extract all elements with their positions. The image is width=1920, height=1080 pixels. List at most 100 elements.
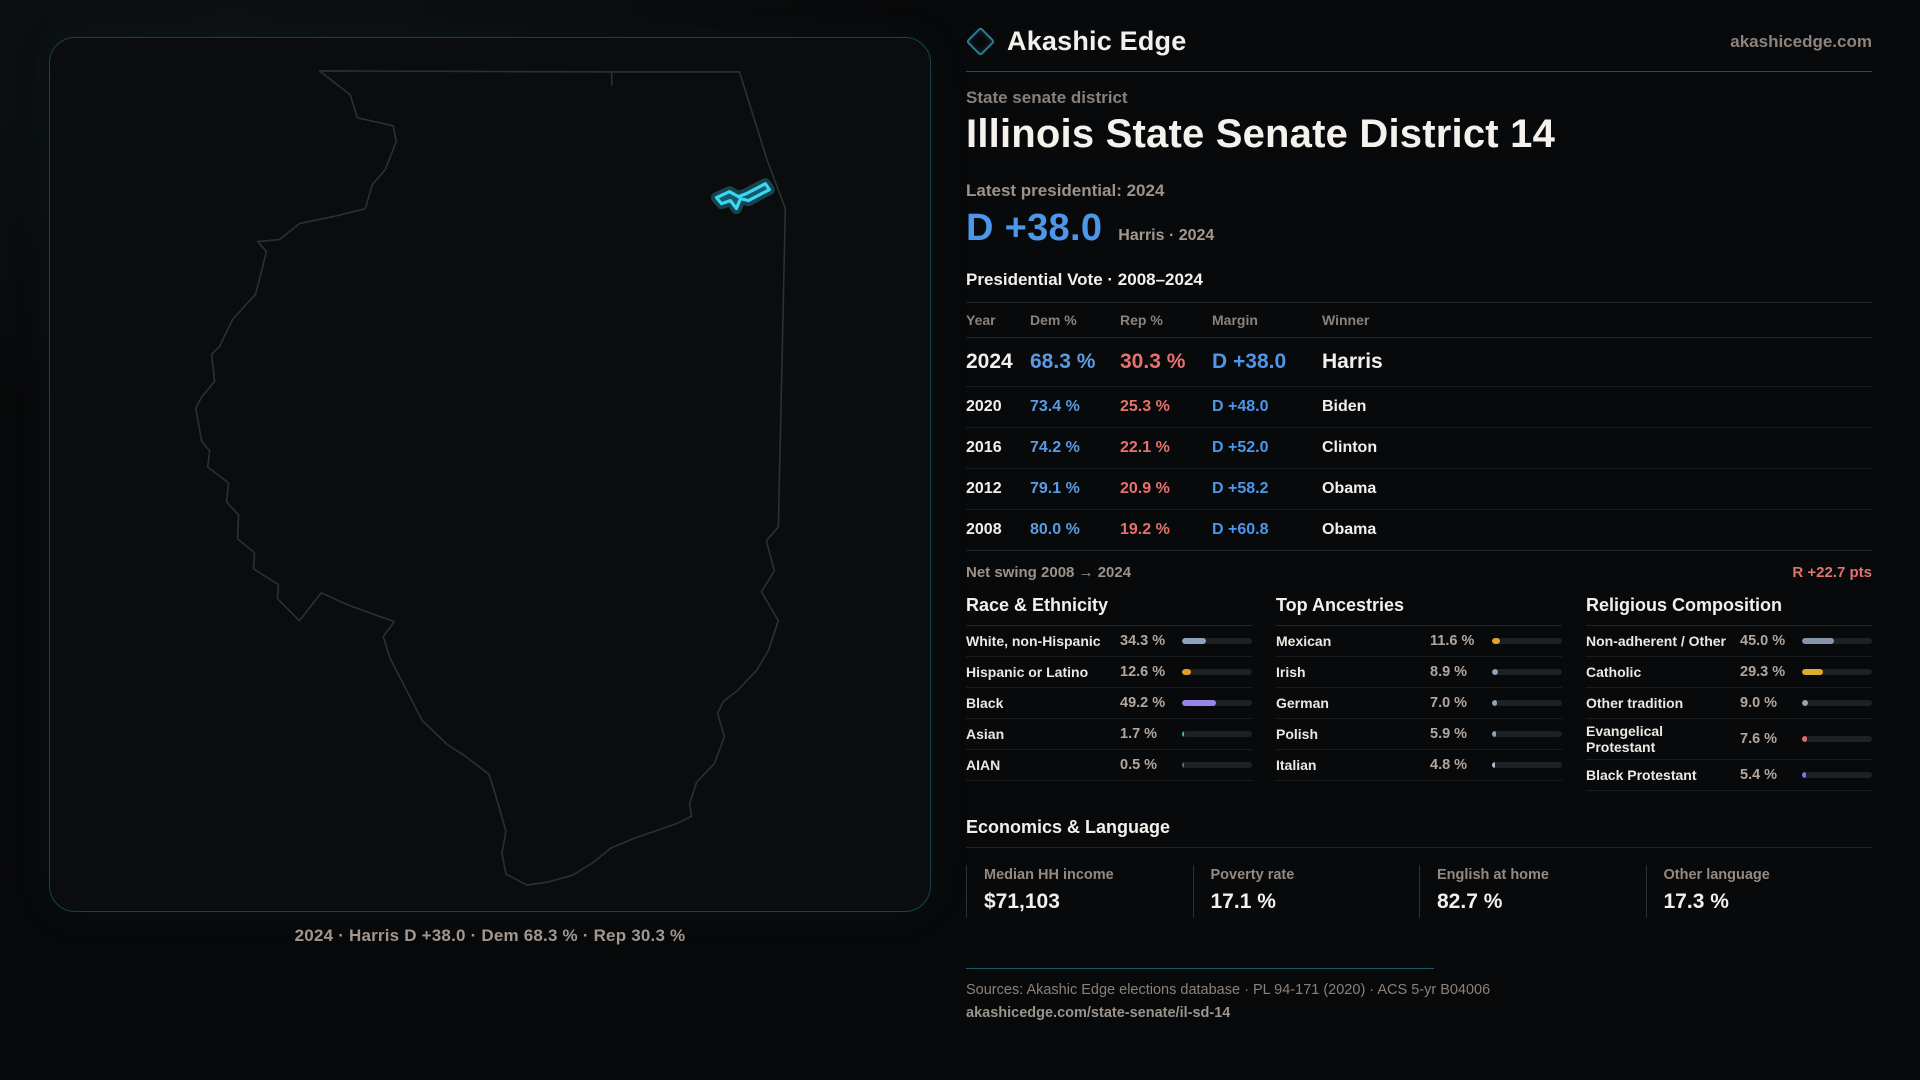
demo-bar-fill <box>1182 700 1217 706</box>
demo-label: Asian <box>966 725 1005 742</box>
demo-value: 0.5 % <box>1120 757 1158 773</box>
margin-cell: D +48.0 <box>1212 398 1269 415</box>
site-link[interactable]: akashicedge.com <box>1730 31 1872 51</box>
demo-label: Other tradition <box>1586 694 1684 711</box>
demo-value: 7.6 % <box>1740 731 1778 748</box>
vote-table-rows: 2024 68.3 % 30.3 % D +38.0 Harris 2020 7… <box>966 338 1872 550</box>
demo-label: Black <box>966 694 1004 711</box>
demo-bar-track <box>1492 700 1562 706</box>
winner-cell: Obama <box>1322 480 1377 497</box>
stat-box: Poverty rate 17.1 % <box>1192 865 1420 919</box>
race-ethnicity-title: Race & Ethnicity <box>966 595 1252 626</box>
top-ancestries-title: Top Ancestries <box>1276 595 1562 626</box>
demo-value: 5.9 % <box>1430 726 1468 742</box>
list-item: Non-adherent / Other 45.0 % <box>1586 626 1872 657</box>
map-caption: 2024 · Harris D +38.0 · Dem 68.3 % · Rep… <box>294 926 686 945</box>
demo-bar-track <box>1182 700 1252 706</box>
demo-bar-fill <box>1802 772 1806 779</box>
report-panel: Akashic Edge akashicedge.com State senat… <box>965 26 1873 1021</box>
demo-label: Irish <box>1276 663 1306 680</box>
demo-bar-fill <box>1802 638 1834 644</box>
table-row: 2016 74.2 % 22.1 % D +52.0 Clinton <box>966 427 1872 468</box>
list-item: Black Protestant 5.4 % <box>1586 760 1872 792</box>
brand: Akashic Edge <box>965 26 1186 57</box>
race-ethnicity-section: Race & Ethnicity White, non-Hispanic 34.… <box>966 595 1252 791</box>
demographics-grid: Race & Ethnicity White, non-Hispanic 34.… <box>966 595 1872 792</box>
page-title: Illinois State Senate District 14 <box>966 112 1556 156</box>
demo-bar-fill <box>1492 731 1497 737</box>
stat-box: Other language 17.3 % <box>1645 865 1873 919</box>
demo-bar-track <box>1492 731 1562 737</box>
latest-margin-detail: Harris · 2024 <box>1118 227 1215 244</box>
demo-bar-track <box>1182 762 1252 768</box>
margin-cell: D +38.0 <box>1212 350 1287 373</box>
list-item: Polish 5.9 % <box>1276 719 1562 750</box>
vote-table-header: Year Dem % Rep % Margin Winner <box>966 303 1872 338</box>
demo-bar-track <box>1802 736 1872 743</box>
dem-pct-cell: 74.2 % <box>1030 439 1080 456</box>
demo-value: 5.4 % <box>1740 767 1778 784</box>
year-cell: 2012 <box>966 480 1002 497</box>
latest-margin-row: D +38.0 Harris · 2024 <box>966 207 1872 250</box>
brand-diamond-icon <box>965 26 996 57</box>
rep-pct-cell: 25.3 % <box>1120 398 1170 415</box>
demo-bar-track <box>1182 731 1252 737</box>
demo-value: 11.6 % <box>1430 633 1475 649</box>
sources-text: Sources: Akashic Edge elections database… <box>966 982 1491 999</box>
dem-pct-cell: 79.1 % <box>1030 480 1080 497</box>
list-item: Irish 8.9 % <box>1276 657 1562 688</box>
demo-bar-fill <box>1492 700 1497 706</box>
demo-bar-fill <box>1492 762 1496 768</box>
list-item: Italian 4.8 % <box>1276 750 1562 781</box>
district-14-shape[interactable] <box>714 182 771 211</box>
economics-stats: Median HH income $71,103 Poverty rate 17… <box>966 865 1873 919</box>
list-item: German 7.0 % <box>1276 688 1562 719</box>
demo-label: German <box>1276 694 1329 711</box>
latest-margin-value: D +38.0 <box>966 207 1103 249</box>
table-row: 2008 80.0 % 19.2 % D +60.8 Obama <box>966 509 1872 550</box>
demo-value: 34.3 % <box>1120 633 1166 649</box>
top-ancestries-rows: Mexican 11.6 % Irish 8.9 % German 7.0 % <box>1276 626 1562 781</box>
demo-bar-fill <box>1802 700 1809 706</box>
demo-bar-fill <box>1182 669 1191 675</box>
dem-pct-cell: 68.3 % <box>1030 350 1096 373</box>
winner-cell: Harris <box>1322 350 1383 373</box>
demo-label: Non-adherent / Other <box>1586 632 1727 649</box>
list-item: Mexican 11.6 % <box>1276 626 1562 657</box>
stat-label: Median HH income <box>984 867 1114 884</box>
year-cell: 2020 <box>966 398 1002 415</box>
report-header: Akashic Edge akashicedge.com <box>965 26 1872 72</box>
demo-bar-fill <box>1492 638 1501 644</box>
demo-bar-fill <box>1182 762 1184 768</box>
vote-table-title: Presidential Vote · 2008–2024 <box>966 270 1203 289</box>
latest-presidential-label: Latest presidential: 2024 <box>966 181 1165 200</box>
stat-label: Other language <box>1663 867 1770 884</box>
margin-cell: D +58.2 <box>1212 480 1269 497</box>
net-swing-value: R +22.7 pts <box>1792 564 1872 581</box>
report-footer: Sources: Akashic Edge elections database… <box>966 968 1872 1021</box>
illinois-outline <box>194 70 787 886</box>
year-cell: 2008 <box>966 521 1002 538</box>
col-margin: Margin <box>1212 312 1258 328</box>
demo-label: Italian <box>1276 756 1317 773</box>
col-year: Year <box>966 312 996 328</box>
table-row: 2024 68.3 % 30.3 % D +38.0 Harris <box>966 338 1872 386</box>
demo-label: Mexican <box>1276 632 1332 649</box>
religious-composition-section: Religious Composition Non-adherent / Oth… <box>1586 595 1872 792</box>
list-item: Other tradition 9.0 % <box>1586 688 1872 719</box>
list-item: Asian 1.7 % <box>966 719 1252 750</box>
footer-divider <box>966 968 1434 970</box>
demo-bar-track <box>1492 762 1562 768</box>
net-swing-label: Net swing 2008 → 2024 <box>966 564 1132 581</box>
footer-url[interactable]: akashicedge.com/state-senate/il-sd-14 <box>966 1005 1231 1022</box>
race-ethnicity-rows: White, non-Hispanic 34.3 % Hispanic or L… <box>966 626 1252 781</box>
demo-bar-track <box>1802 700 1872 706</box>
presidential-vote-table: Year Dem % Rep % Margin Winner 2024 68.3… <box>966 302 1872 550</box>
rep-pct-cell: 20.9 % <box>1120 480 1170 497</box>
list-item: Catholic 29.3 % <box>1586 657 1872 688</box>
stat-box: English at home 82.7 % <box>1419 865 1646 919</box>
demo-label: Catholic <box>1586 663 1642 680</box>
demo-value: 8.9 % <box>1430 664 1468 680</box>
religious-composition-rows: Non-adherent / Other 45.0 % Catholic 29.… <box>1586 626 1872 792</box>
demo-bar-track <box>1492 669 1562 675</box>
